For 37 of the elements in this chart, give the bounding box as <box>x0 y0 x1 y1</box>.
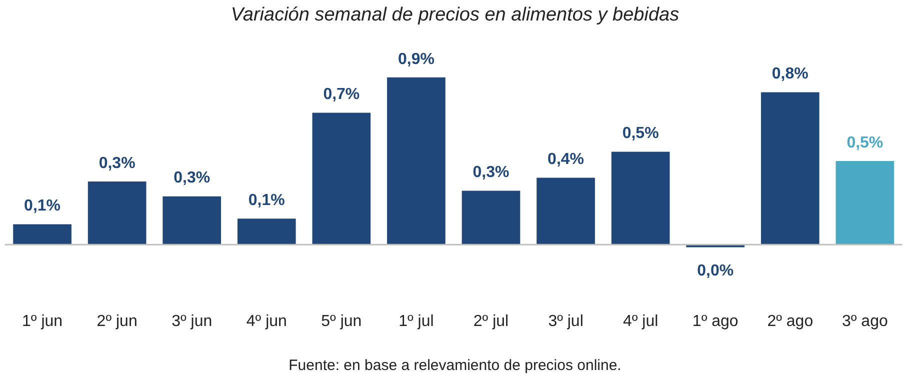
data-label: 0,0% <box>697 262 734 280</box>
bar <box>237 218 296 245</box>
bar <box>462 190 520 245</box>
data-label: 0,8% <box>772 66 808 83</box>
data-label: 0,9% <box>398 50 434 68</box>
data-label: 0,5% <box>622 125 659 142</box>
chart-title: Variación semanal de precios en alimentos y bebidas <box>230 4 680 26</box>
data-label: 0,3% <box>472 164 510 182</box>
x-tick-label: 3º ago <box>842 312 888 330</box>
x-tick-label: 2º jul <box>473 312 509 330</box>
x-tick-label: 2º jun <box>96 312 138 330</box>
x-tick-label: 4º jun <box>246 312 287 330</box>
data-label: 0,3% <box>98 154 136 172</box>
x-tick-label: 1º jul <box>398 312 434 330</box>
x-tick-label: 1º jun <box>22 312 63 330</box>
x-tick-label: 3º jun <box>172 312 212 330</box>
bar <box>312 112 371 245</box>
x-tick-label: 4º jul <box>622 312 658 330</box>
data-label: 0,1% <box>24 198 61 215</box>
data-label: 0,3% <box>174 170 210 187</box>
data-label: 0,1% <box>248 192 285 210</box>
bar <box>13 224 72 245</box>
data-label: 0,5% <box>846 134 884 152</box>
source-note: Fuente: en base a relevamiento de precios online. <box>288 357 622 374</box>
x-tick-label: 5º jun <box>321 312 362 330</box>
bar <box>836 161 894 245</box>
bar <box>611 152 670 245</box>
bar <box>536 178 595 245</box>
bar <box>387 77 446 245</box>
bar <box>88 181 146 245</box>
x-tick-label: 2º ago <box>767 312 814 330</box>
data-label: 0,4% <box>548 151 584 168</box>
data-label: 0,7% <box>323 86 360 104</box>
x-tick-label: 1º ago <box>692 312 738 330</box>
bar <box>162 196 222 245</box>
bar <box>760 92 820 245</box>
x-tick-label: 3º jul <box>548 312 584 330</box>
